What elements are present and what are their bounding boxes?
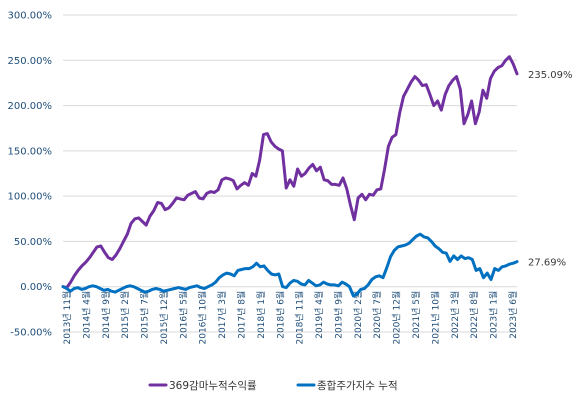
y-tick-label: 100.00% bbox=[8, 192, 53, 203]
x-tick-label: 2018년 11월 bbox=[294, 291, 306, 345]
series-line-1 bbox=[61, 232, 519, 298]
x-tick-label: 2023년 1월 bbox=[488, 291, 500, 339]
series-line-0 bbox=[61, 55, 519, 290]
x-tick-label: 2019년 9월 bbox=[332, 291, 344, 339]
x-axis-ticks: 2013년 11월 2014년 4월 2014년 9월 2015년 2월 2015년 7… bbox=[61, 291, 519, 345]
x-tick-label: 2018년 6월 bbox=[274, 291, 286, 339]
end-labels: 235.09% 27.69% bbox=[528, 70, 573, 269]
x-tick-label: 2017년 8월 bbox=[236, 291, 248, 339]
legend: 369감마누적수익률 종합주가지수 누적 bbox=[148, 380, 398, 392]
y-tick-label: 0.00% bbox=[20, 282, 52, 293]
x-tick-label: 2015년 12월 bbox=[158, 291, 170, 345]
x-tick-label: 2015년 7월 bbox=[139, 291, 151, 339]
x-tick-label: 2023년 6월 bbox=[507, 291, 519, 339]
x-tick-label: 2022년 8월 bbox=[468, 291, 480, 339]
x-tick-label: 2020년 7월 bbox=[371, 291, 383, 339]
end-label: 235.09% bbox=[528, 70, 573, 81]
x-tick-label: 2022년 3월 bbox=[449, 291, 461, 339]
y-tick-label: 50.00% bbox=[14, 237, 52, 248]
y-tick-label: 300.00% bbox=[8, 11, 53, 22]
y-tick-label: 250.00% bbox=[8, 56, 53, 67]
x-tick-label: 2017년 3월 bbox=[216, 291, 228, 339]
x-tick-label: 2014년 4월 bbox=[80, 291, 92, 339]
x-tick-label: 2021년 10월 bbox=[429, 291, 441, 345]
x-tick-label: 2013년 11월 bbox=[61, 291, 73, 345]
y-tick-label: 150.00% bbox=[8, 146, 53, 157]
x-tick-label: 2019년 4월 bbox=[313, 291, 325, 339]
series-lines bbox=[61, 55, 519, 298]
x-tick-label: 2020년 2월 bbox=[352, 291, 364, 339]
end-label: 27.69% bbox=[528, 258, 566, 269]
y-tick-label: -50.00% bbox=[10, 328, 52, 339]
x-tick-label: 2020년 12월 bbox=[391, 291, 403, 345]
x-tick-label: 2021년 5월 bbox=[410, 291, 422, 339]
x-tick-label: 2018년 1월 bbox=[255, 291, 267, 339]
x-tick-label: 2016년 5월 bbox=[177, 291, 189, 339]
y-axis-ticks: -50.00% 0.00% 50.00% 100.00% 150.00% 200.00% 2… bbox=[8, 11, 53, 339]
x-tick-label: 2016년 10월 bbox=[197, 291, 209, 345]
legend-label: 종합주가지수 누적 bbox=[317, 380, 398, 392]
gridlines bbox=[63, 14, 517, 333]
y-tick-label: 200.00% bbox=[8, 101, 53, 112]
x-tick-label: 2015년 2월 bbox=[119, 291, 131, 339]
legend-label: 369감마누적수익률 bbox=[169, 380, 257, 392]
x-tick-label: 2014년 9월 bbox=[100, 291, 112, 339]
